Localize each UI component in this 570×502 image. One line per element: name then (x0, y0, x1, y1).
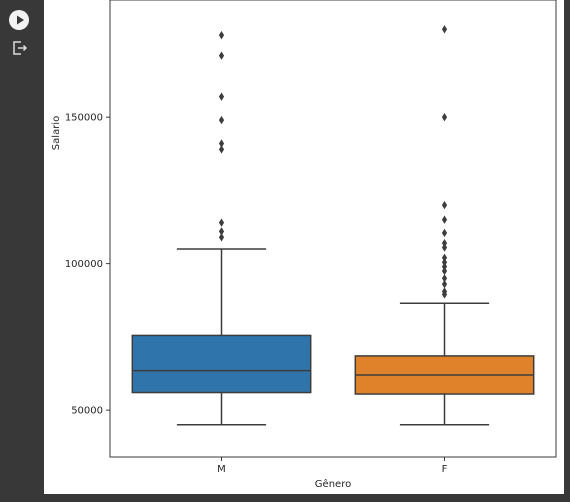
outlier-point (441, 228, 448, 238)
output-options-button[interactable] (11, 39, 29, 57)
outlier-point (441, 238, 448, 248)
play-circle-icon (17, 15, 24, 25)
scrollbar-track[interactable] (564, 0, 570, 502)
outlier-point (218, 233, 225, 242)
y-axis-label: Salario (51, 116, 62, 150)
outlier-point (441, 243, 448, 252)
x-axis-label: Gênero (315, 478, 351, 490)
outlier-point (441, 262, 448, 271)
run-cell-button[interactable] (9, 10, 29, 30)
box-body-M (131, 334, 312, 394)
outlier-point (218, 218, 225, 227)
outlier-point (441, 257, 448, 267)
outlier-point (218, 30, 225, 40)
outlier-point (441, 287, 448, 296)
outlier-point (218, 227, 225, 236)
outlier-point (218, 139, 225, 148)
output-export-icon (13, 41, 28, 55)
outlier-point (218, 51, 225, 60)
y-tick-label: 150000 (65, 113, 103, 124)
outlier-point (441, 253, 448, 262)
y-tick-label: 50000 (71, 406, 103, 417)
outlier-point (441, 25, 448, 34)
output-footer (44, 494, 570, 502)
cell-output-area (44, 0, 564, 494)
x-tick-label: M (217, 464, 226, 475)
cell-gutter (0, 0, 44, 502)
plot-frame (109, 0, 557, 458)
x-tick-label: F (442, 464, 448, 475)
outlier-point (441, 266, 448, 276)
outlier-point (441, 215, 448, 224)
outlier-point (218, 92, 225, 101)
outlier-point (218, 115, 225, 125)
outlier-point (441, 112, 448, 122)
outlier-point (441, 279, 448, 289)
outlier-point (218, 145, 225, 154)
outlier-point (441, 200, 448, 210)
outlier-point (441, 274, 448, 283)
y-tick-label: 100000 (65, 259, 103, 270)
